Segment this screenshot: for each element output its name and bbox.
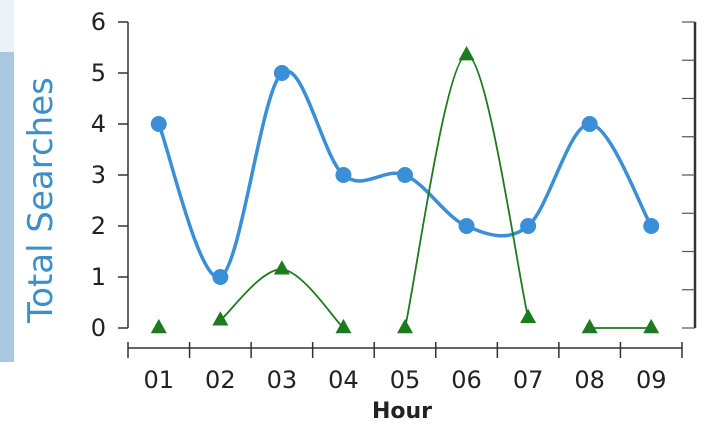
x-tick-label: 07: [513, 366, 544, 394]
background-strip: [0, 0, 14, 52]
y-tick-label: 5: [91, 59, 106, 87]
data-point: [581, 318, 598, 334]
x-tick-label: 06: [451, 366, 482, 394]
series-line: [157, 69, 653, 279]
data-point: [273, 65, 290, 81]
data-point: [397, 318, 413, 334]
y-axis-title: Total Searches: [21, 77, 61, 324]
y-tick-label: 6: [91, 8, 106, 36]
data-point: [212, 269, 229, 285]
data-point: [212, 311, 229, 326]
data-point: [273, 260, 290, 275]
side-accent-bar: [0, 52, 14, 362]
data-point: [458, 218, 475, 234]
data-point: [335, 318, 352, 334]
x-tick-label: 09: [636, 366, 667, 394]
data-point: [643, 218, 660, 234]
data-point: [520, 308, 537, 323]
series-1: [150, 65, 660, 285]
x-axis-title: Hour: [372, 399, 432, 424]
x-tick-label: 08: [574, 366, 605, 394]
y-tick-labels: 0 1 2 3 4 5 6: [91, 8, 106, 342]
data-point: [458, 46, 475, 61]
data-point: [520, 218, 537, 234]
data-point: [397, 167, 413, 183]
x-tick-label: 04: [328, 366, 359, 394]
x-tick-label: 03: [267, 366, 298, 394]
y-tick-label: 1: [91, 263, 106, 291]
series-line: [219, 268, 345, 329]
data-point: [643, 318, 660, 334]
y-tick-label: 4: [91, 110, 106, 138]
series-2: [150, 46, 660, 334]
data-point: [150, 318, 167, 334]
y-tick-label: 0: [91, 314, 106, 342]
x-tick-label: 05: [390, 366, 421, 394]
data-point: [335, 167, 352, 183]
y-tick-label: 2: [91, 212, 106, 240]
axes: [118, 21, 697, 358]
x-tick-labels: 01 02 03 04 05 06 07 08 09: [144, 366, 667, 394]
y-tick-label: 3: [91, 161, 106, 189]
x-tick-label: 01: [144, 366, 175, 394]
series-group: [150, 46, 660, 334]
x-tick-label: 02: [205, 366, 236, 394]
series-line: [404, 54, 529, 329]
data-point: [150, 116, 167, 132]
data-point: [581, 116, 598, 132]
